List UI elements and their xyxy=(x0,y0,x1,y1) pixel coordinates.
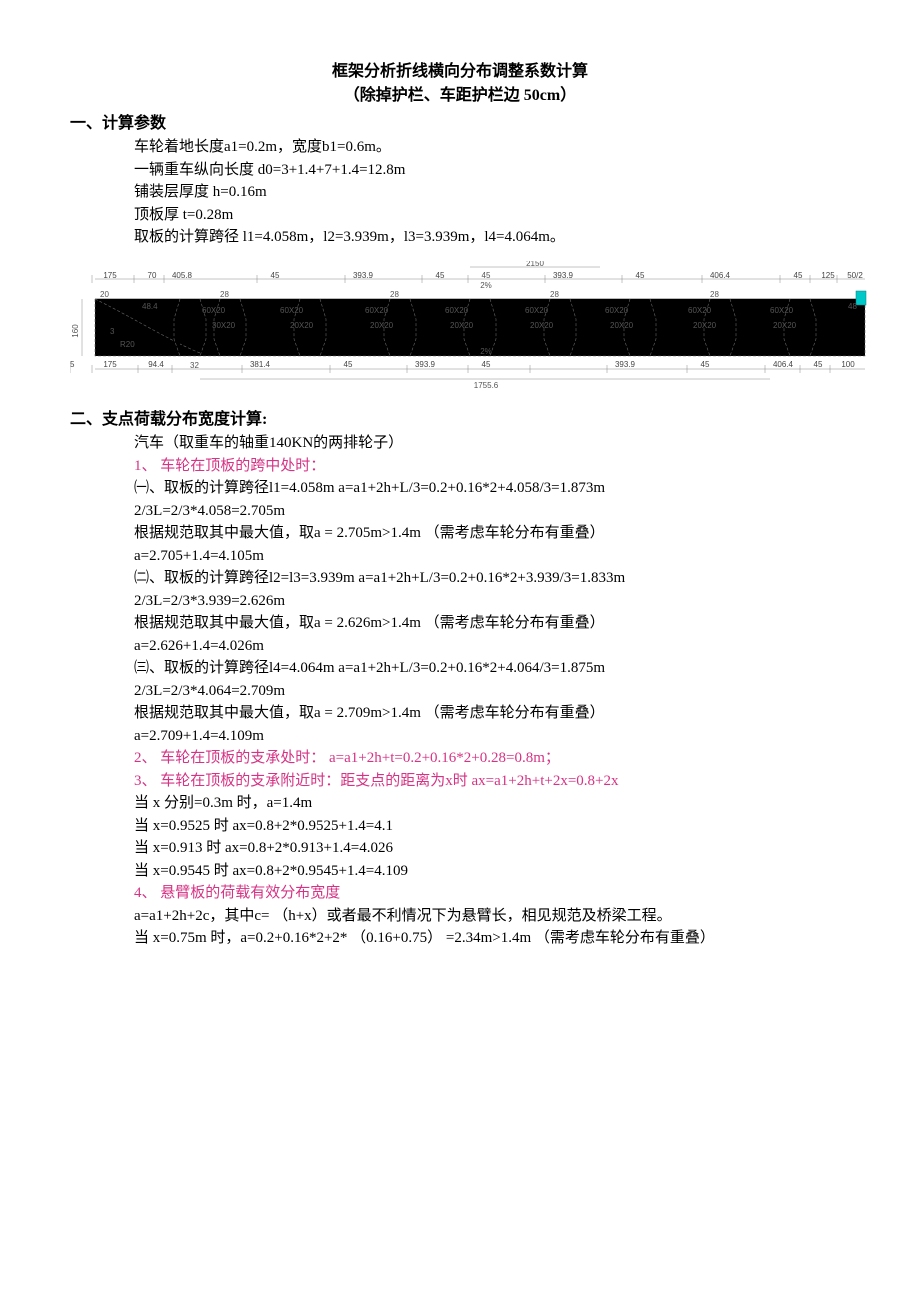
svg-text:45: 45 xyxy=(482,271,491,280)
svg-text:125: 125 xyxy=(821,271,835,280)
s2-p1-head: 1、 车轮在顶板的跨中处时： xyxy=(134,455,850,478)
svg-text:3: 3 xyxy=(110,327,115,336)
svg-text:94.4: 94.4 xyxy=(148,360,164,369)
svg-text:48: 48 xyxy=(848,302,857,311)
svg-text:32: 32 xyxy=(190,361,199,370)
svg-text:2%: 2% xyxy=(480,281,492,290)
s1-line: 顶板厚 t=0.28m xyxy=(134,204,850,227)
svg-text:381.4: 381.4 xyxy=(250,360,271,369)
doc-title: 框架分析折线横向分布调整系数计算 xyxy=(70,60,850,84)
svg-text:28: 28 xyxy=(390,290,399,299)
s2-line: 根据规范取其中最大值，取a = 2.626m>1.4m （需考虑车轮分布有重叠） xyxy=(134,612,850,635)
s2-line: 根据规范取其中最大值，取a = 2.705m>1.4m （需考虑车轮分布有重叠） xyxy=(134,522,850,545)
s2-p4-head: 4、 悬臂板的荷载有效分布宽度 xyxy=(134,882,850,905)
s1-line: 车轮着地长度a1=0.2m，宽度b1=0.6m。 xyxy=(134,136,850,159)
s2-line: 当 x 分别=0.3m 时，a=1.4m xyxy=(134,792,850,815)
svg-text:393.9: 393.9 xyxy=(615,360,636,369)
svg-text:393.9: 393.9 xyxy=(353,271,374,280)
svg-text:45: 45 xyxy=(636,271,645,280)
svg-text:60X20: 60X20 xyxy=(770,306,794,315)
svg-text:175: 175 xyxy=(103,360,117,369)
s2-line: 根据规范取其中最大值，取a = 2.709m>1.4m （需考虑车轮分布有重叠） xyxy=(134,702,850,725)
s2-intro: 汽车（取重车的轴重140KN的两排轮子） xyxy=(134,432,850,455)
s2-line: 当 x=0.9545 时 ax=0.8+2*0.9545+1.4=4.109 xyxy=(134,860,850,883)
svg-text:70: 70 xyxy=(148,271,157,280)
s2-line: 2/3L=2/3*4.058=2.705m xyxy=(134,500,850,523)
cross-section-diagram: 2150 45 2% 175 70 405.8 45 393.9 45 393.9 45 406… xyxy=(70,261,850,399)
svg-text:60X20: 60X20 xyxy=(525,306,549,315)
svg-text:28: 28 xyxy=(550,290,559,299)
s2-line: 当 x=0.9525 时 ax=0.8+2*0.9525+1.4=4.1 xyxy=(134,815,850,838)
svg-text:406.4: 406.4 xyxy=(773,360,794,369)
svg-text:100: 100 xyxy=(841,360,855,369)
svg-text:20X20: 20X20 xyxy=(290,321,314,330)
s1-line: 铺装层厚度 h=0.16m xyxy=(134,181,850,204)
svg-text:20X20: 20X20 xyxy=(530,321,554,330)
svg-text:30X20: 30X20 xyxy=(212,321,236,330)
svg-text:60X20: 60X20 xyxy=(280,306,304,315)
svg-text:1755.6: 1755.6 xyxy=(474,381,499,390)
svg-text:60X20: 60X20 xyxy=(445,306,469,315)
s2-p3: 3、 车轮在顶板的支承附近时：距支点的距离为x时 ax=a1+2h+t+2x=0… xyxy=(134,770,850,793)
svg-text:160: 160 xyxy=(71,323,80,337)
svg-text:20X20: 20X20 xyxy=(370,321,394,330)
svg-text:45: 45 xyxy=(436,271,445,280)
svg-text:393.9: 393.9 xyxy=(415,360,436,369)
svg-text:45: 45 xyxy=(794,271,803,280)
svg-text:28: 28 xyxy=(220,290,229,299)
s2-line: a=2.709+1.4=4.109m xyxy=(134,725,850,748)
s2-line: ㈢、取板的计算跨径l4=4.064m a=a1+2h+L/3=0.2+0.16*… xyxy=(134,657,850,680)
svg-text:20X20: 20X20 xyxy=(450,321,474,330)
svg-text:45: 45 xyxy=(271,271,280,280)
s1-line: 一辆重车纵向长度 d0=3+1.4+7+1.4=12.8m xyxy=(134,159,850,182)
svg-text:28: 28 xyxy=(710,290,719,299)
svg-text:60X20: 60X20 xyxy=(688,306,712,315)
svg-text:48.4: 48.4 xyxy=(142,302,158,311)
svg-text:406.4: 406.4 xyxy=(710,271,731,280)
svg-text:45: 45 xyxy=(814,360,823,369)
svg-text:393.9: 393.9 xyxy=(553,271,574,280)
s2-line: ㈠、取板的计算跨径l1=4.058m a=a1+2h+L/3=0.2+0.16*… xyxy=(134,477,850,500)
svg-text:50/2: 50/2 xyxy=(847,271,863,280)
svg-text:20X20: 20X20 xyxy=(693,321,717,330)
svg-text:20X20: 20X20 xyxy=(773,321,797,330)
svg-text:60X20: 60X20 xyxy=(605,306,629,315)
s2-line: ㈡、取板的计算跨径l2=l3=3.939m a=a1+2h+L/3=0.2+0.… xyxy=(134,567,850,590)
s2-line: a=2.626+1.4=4.026m xyxy=(134,635,850,658)
svg-text:20: 20 xyxy=(100,290,109,299)
svg-text:R20: R20 xyxy=(120,340,135,349)
svg-text:175: 175 xyxy=(103,271,117,280)
svg-text:2150: 2150 xyxy=(526,261,544,268)
svg-text:25: 25 xyxy=(70,360,75,369)
section1-head: 一、计算参数 xyxy=(70,112,850,136)
svg-text:45: 45 xyxy=(482,360,491,369)
s2-line: 当 x=0.75m 时，a=0.2+0.16*2+2* （0.16+0.75） … xyxy=(134,927,850,950)
s2-p2: 2、 车轮在顶板的支承处时： a=a1+2h+t=0.2+0.16*2+0.28… xyxy=(134,747,850,770)
svg-text:45: 45 xyxy=(701,360,710,369)
s2-line: a=a1+2h+2c，其中c= （h+x）或者最不利情况下为悬臂长，相见规范及桥… xyxy=(134,905,850,928)
svg-text:60X20: 60X20 xyxy=(365,306,389,315)
s1-line: 取板的计算跨径 l1=4.058m，l2=3.939m，l3=3.939m，l4… xyxy=(134,226,850,249)
doc-subtitle: （除掉护栏、车距护栏边 50cm） xyxy=(70,84,850,108)
svg-text:60X20: 60X20 xyxy=(202,306,226,315)
svg-text:2%: 2% xyxy=(480,347,492,356)
svg-text:20X20: 20X20 xyxy=(610,321,634,330)
s2-line: 2/3L=2/3*3.939=2.626m xyxy=(134,590,850,613)
svg-text:405.8: 405.8 xyxy=(172,271,193,280)
s2-line: 当 x=0.913 时 ax=0.8+2*0.913+1.4=4.026 xyxy=(134,837,850,860)
s2-line: a=2.705+1.4=4.105m xyxy=(134,545,850,568)
s2-line: 2/3L=2/3*4.064=2.709m xyxy=(134,680,850,703)
section2-head: 二、支点荷载分布宽度计算: xyxy=(70,408,850,432)
svg-text:45: 45 xyxy=(344,360,353,369)
